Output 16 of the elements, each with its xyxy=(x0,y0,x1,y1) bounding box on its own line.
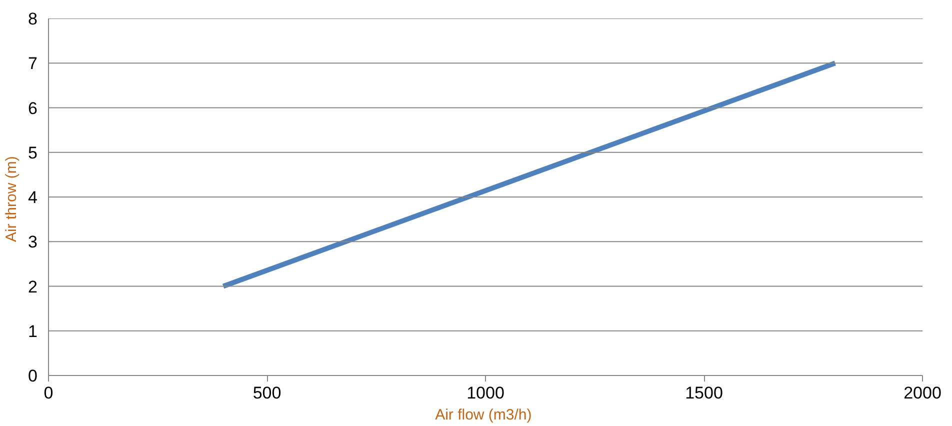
y-tick-label: 3 xyxy=(28,232,38,252)
y-tick-label: 8 xyxy=(28,10,38,28)
x-tick-label: 1500 xyxy=(685,384,723,402)
y-tick-label: 2 xyxy=(28,277,38,296)
x-axis-title: Air flow (m3/h) xyxy=(435,406,532,424)
x-tick-label: 0 xyxy=(44,384,54,402)
x-tick-label: 2000 xyxy=(904,384,942,402)
y-tick-label: 6 xyxy=(28,98,38,118)
y-tick-label: 4 xyxy=(28,188,38,207)
y-axis-title: Air throw (m) xyxy=(3,156,20,242)
y-tick-label: 5 xyxy=(28,143,38,162)
y-tick-label: 7 xyxy=(28,54,38,74)
x-tick-label: 1000 xyxy=(466,384,504,402)
x-tick-label: 500 xyxy=(252,384,282,402)
y-tick-label: 0 xyxy=(28,366,38,386)
y-tick-label: 1 xyxy=(28,322,38,341)
